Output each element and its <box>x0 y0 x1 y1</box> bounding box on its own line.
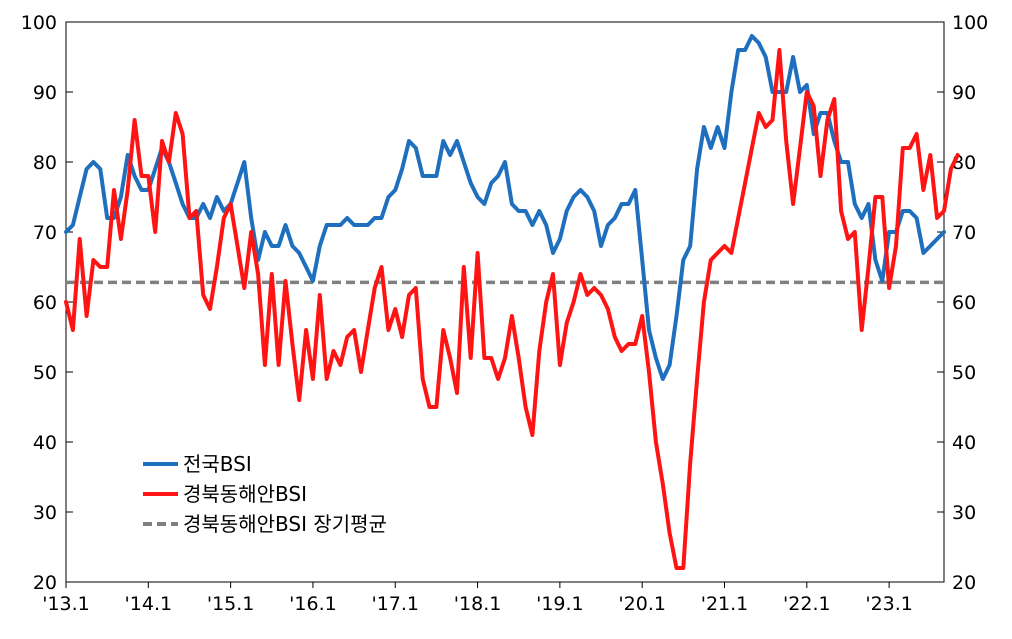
y-tick-label-right: 50 <box>952 362 976 384</box>
y-tick-label-right: 60 <box>952 292 976 314</box>
y-tick-label-right: 20 <box>952 572 976 594</box>
y-tick-label-left: 40 <box>33 432 57 454</box>
y-tick-label-left: 20 <box>33 572 57 594</box>
y-tick-label-right: 30 <box>952 502 976 524</box>
x-axis-ticks: '13.1 '14.1 '15.1 '16.1 '17.1 '18.1 '19.1 '20.1… <box>42 582 913 615</box>
legend-label: 경북동해안BSI 장기평균 <box>183 512 387 536</box>
series-layer <box>64 34 960 570</box>
x-tick-label: '14.1 <box>125 593 173 615</box>
series-line-national-bsi <box>64 34 946 381</box>
series-line-gyeongbuk-bsi <box>64 48 960 570</box>
x-tick-label: '18.1 <box>454 593 502 615</box>
legend-label: 경북동해안BSI <box>183 482 307 506</box>
x-tick-label: '20.1 <box>618 593 666 615</box>
y-tick-label-right: 40 <box>952 432 976 454</box>
y-tick-label-left: 80 <box>33 152 57 174</box>
x-tick-label: '22.1 <box>783 593 831 615</box>
y-tick-label-left: 70 <box>33 222 57 244</box>
x-tick-label: '23.1 <box>865 593 913 615</box>
x-tick-label: '16.1 <box>289 593 337 615</box>
x-tick-label: '17.1 <box>371 593 419 615</box>
y-tick-label-right: 100 <box>952 12 988 34</box>
x-tick-label: '13.1 <box>42 593 90 615</box>
x-tick-label: '15.1 <box>207 593 255 615</box>
y-axis-left-ticks: 20 30 40 50 60 70 80 90 100 <box>21 12 73 594</box>
y-tick-label-right: 90 <box>952 82 976 104</box>
legend-label: 전국BSI <box>183 452 252 476</box>
y-tick-label-left: 30 <box>33 502 57 524</box>
y-tick-label-right: 70 <box>952 222 976 244</box>
y-tick-label-left: 50 <box>33 362 57 384</box>
y-tick-label-left: 90 <box>33 82 57 104</box>
y-tick-label-left: 60 <box>33 292 57 314</box>
x-tick-label: '19.1 <box>536 593 584 615</box>
y-tick-label-left: 100 <box>21 12 57 34</box>
legend: 전국BSI 경북동해안BSI 경북동해안BSI 장기평균 <box>143 452 387 536</box>
x-tick-label: '21.1 <box>701 593 749 615</box>
